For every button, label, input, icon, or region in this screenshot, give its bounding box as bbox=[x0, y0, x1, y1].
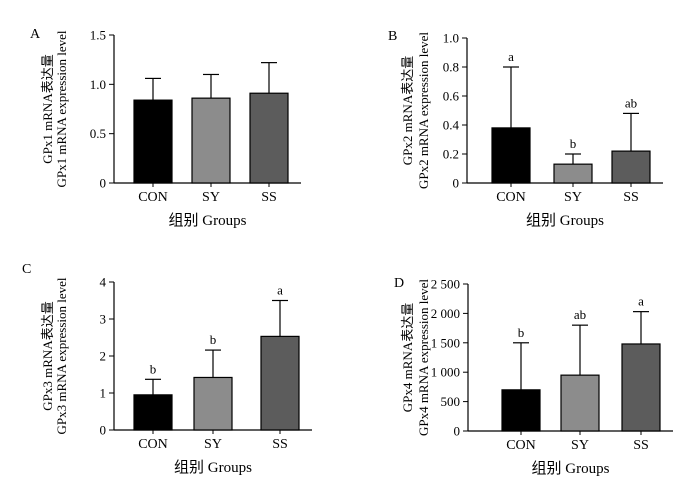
panel-letter: A bbox=[30, 27, 41, 42]
significance-label: ab bbox=[574, 307, 586, 322]
y-tick-label: 0 bbox=[454, 424, 461, 439]
significance-label: b bbox=[210, 332, 217, 347]
significance-label: a bbox=[638, 294, 644, 309]
significance-label: b bbox=[150, 361, 157, 376]
y-tick-label: 0.4 bbox=[443, 118, 460, 133]
bar-ss bbox=[621, 343, 661, 432]
y-tick-label: 1 bbox=[100, 386, 107, 401]
y-tick-label: 0.2 bbox=[443, 147, 459, 162]
y-tick-label: 1.0 bbox=[90, 77, 106, 92]
significance-label: b bbox=[570, 136, 577, 151]
x-tick-label: SS bbox=[633, 438, 649, 453]
y-axis-label-cn: GPx4 mRNA表达量 bbox=[400, 303, 415, 412]
x-tick-label: CON bbox=[496, 190, 526, 205]
bar-sy bbox=[560, 374, 600, 432]
bar-sy bbox=[191, 97, 231, 184]
x-tick-label: SY bbox=[204, 437, 222, 452]
x-tick-label: CON bbox=[138, 190, 168, 205]
y-axis-label-cn: GPx2 mRNA表达量 bbox=[400, 56, 415, 165]
x-axis-label: 组别 Groups bbox=[526, 212, 604, 229]
significance-label: a bbox=[508, 49, 514, 64]
y-tick-label: 500 bbox=[441, 394, 461, 409]
x-tick-label: SY bbox=[571, 438, 589, 453]
bar-ss bbox=[249, 92, 289, 184]
y-tick-label: 0 bbox=[100, 176, 107, 191]
x-tick-label: SY bbox=[564, 190, 582, 205]
bar-con bbox=[491, 127, 531, 184]
bar-sy bbox=[193, 376, 233, 431]
y-tick-label: 1 000 bbox=[431, 365, 460, 380]
y-axis-label-en: GPx2 mRNA expression level bbox=[416, 32, 431, 189]
y-tick-label: 1 500 bbox=[431, 335, 460, 350]
y-tick-label: 0 bbox=[453, 176, 460, 191]
y-tick-label: 2 500 bbox=[431, 277, 460, 292]
panel-a: A 0 0.5 1.0 1.5 CON SY SS 组别 Groups GPx1 mRNA表达量 G… bbox=[30, 27, 301, 229]
y-axis-label-en: GPx4 mRNA expression level bbox=[416, 279, 431, 436]
y-axis-label-en: GPx3 mRNA expression level bbox=[54, 277, 69, 434]
panel-c: C 0 1 2 3 4 b CON b SY a SS 组别 Groups GPx3 mRNA表达量 GPx… bbox=[22, 262, 312, 476]
y-tick-label: 2 000 bbox=[431, 306, 460, 321]
bar-con bbox=[133, 99, 173, 184]
bar-con bbox=[133, 394, 173, 431]
x-axis-label: 组别 Groups bbox=[532, 460, 610, 477]
y-tick-label: 0.8 bbox=[443, 60, 459, 75]
x-axis-label: 组别 Groups bbox=[169, 212, 247, 229]
y-axis-label-en: GPx1 mRNA expression level bbox=[54, 30, 69, 187]
y-tick-label: 3 bbox=[100, 312, 107, 327]
bar-sy bbox=[553, 163, 593, 184]
y-tick-label: 0 bbox=[100, 423, 107, 438]
panel-letter: D bbox=[394, 276, 404, 291]
bar-ss bbox=[260, 335, 300, 431]
x-tick-label: SS bbox=[272, 437, 288, 452]
panel-letter: B bbox=[388, 29, 397, 44]
panel-b: B 0 0.2 0.4 0.6 0.8 1.0 a CON b SY ab SS 组别 Groups GPx… bbox=[388, 29, 663, 229]
y-tick-label: 1.5 bbox=[90, 28, 106, 43]
significance-label: a bbox=[277, 283, 283, 298]
panel-letter: C bbox=[22, 262, 31, 277]
x-tick-label: SS bbox=[261, 190, 277, 205]
y-axis-label-cn: GPx3 mRNA表达量 bbox=[40, 301, 55, 410]
x-axis-label: 组别 Groups bbox=[174, 459, 252, 476]
panel-d: D 0 500 1 000 1 500 2 000 2 500 b CON ab SY a SS 组别 G… bbox=[394, 276, 673, 477]
y-axis-label-cn: GPx1 mRNA表达量 bbox=[40, 54, 55, 163]
x-tick-label: SY bbox=[202, 190, 220, 205]
y-tick-label: 0.5 bbox=[90, 126, 106, 141]
significance-label: b bbox=[518, 325, 525, 340]
x-tick-label: CON bbox=[506, 438, 536, 453]
y-tick-label: 2 bbox=[100, 349, 107, 364]
significance-label: ab bbox=[625, 95, 637, 110]
y-tick-label: 1.0 bbox=[443, 31, 459, 46]
x-tick-label: SS bbox=[623, 190, 639, 205]
y-tick-label: 0.6 bbox=[443, 89, 460, 104]
bar-ss bbox=[611, 150, 651, 184]
bar-con bbox=[501, 389, 541, 432]
y-tick-label: 4 bbox=[100, 275, 107, 290]
x-tick-label: CON bbox=[138, 437, 168, 452]
